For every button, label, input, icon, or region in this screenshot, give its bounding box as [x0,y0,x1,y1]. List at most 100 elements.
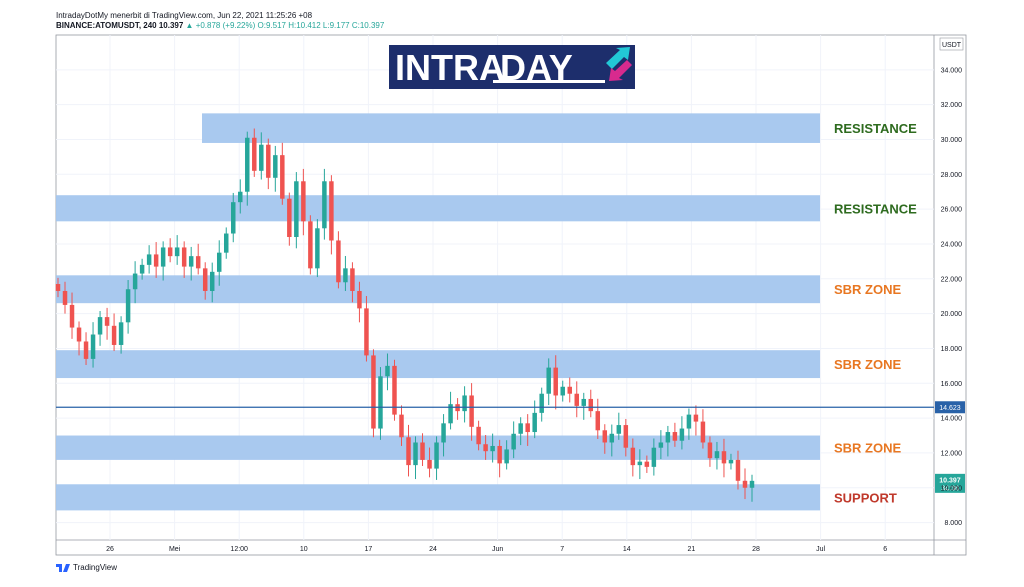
zone-labels: RESISTANCE RESISTANCE SBR ZONE SBR ZONE SBR … [834,121,917,505]
candle-body [132,273,138,290]
candle-body [357,290,362,309]
candle-body [602,430,608,443]
candle-body [139,264,145,274]
candle-body [329,181,334,241]
time-tick-label: 12:00 [230,546,248,553]
candles [55,128,755,502]
time-tick-label: 14 [623,546,631,553]
candle-body [700,421,706,443]
time-tick-label: Jun [492,546,503,553]
countdown-label: 34:38 [941,485,959,492]
zone-label: RESISTANCE [834,121,917,136]
zone-label: RESISTANCE [834,201,917,216]
time-tick-label: 24 [429,546,437,553]
candle-body [546,367,551,394]
candle-body [104,317,110,326]
candle-body [742,480,748,488]
price-tick-label: 12.000 [941,450,963,457]
candle-body [231,202,236,234]
candle-body [518,423,523,434]
time-tick-label: Mei [169,546,181,553]
candle-body [83,341,89,359]
candle-body [665,432,671,443]
candle-body [216,252,222,272]
candle-body [69,304,75,328]
candle-body [511,433,516,450]
candle-body [427,459,432,469]
time-tick-label: 7 [560,546,564,553]
zone-label: SBR ZONE [834,282,902,297]
candle-body [490,445,495,452]
candle-body [434,442,439,469]
candle-body [336,240,341,283]
candle-body [153,254,159,267]
candle-body [497,445,502,464]
last-price: 10.397 [158,21,184,30]
zone-label: SBR ZONE [834,357,902,372]
candle-body [174,247,180,257]
candle-body [504,449,509,464]
candle-body [532,412,537,433]
symbol: BINANCE:ATOMUSDT, 240 [56,21,157,30]
last-price-label: 10.397 [939,477,961,484]
candle-body [111,325,117,345]
zone-band [56,275,820,304]
candle-body [259,144,264,171]
candle-body [392,365,397,415]
candle-body [371,355,376,429]
candle-body [238,191,243,203]
candle-body [202,268,208,291]
time-tick-label: 26 [106,546,114,553]
candle-body [62,290,68,305]
candle-body [651,447,657,467]
candle-body [672,432,678,441]
logo-up-arrow-icon [606,47,630,69]
time-tick-label: 21 [688,546,696,553]
price-change: ▲ +0.878 (+9.22%) [185,21,256,30]
time-tick-label: 17 [365,546,373,553]
logo-down-arrow-icon [609,60,632,81]
candle-body [574,393,579,406]
candle-body [160,247,166,267]
price-tick-label: 14.000 [941,416,963,423]
candle-body [441,423,446,443]
candle-body [350,268,355,291]
candle-body [188,256,194,267]
price-tick-label: 26.000 [941,207,963,214]
candle-body [539,393,544,413]
candle-body [483,444,488,452]
price-tick-label: 34.000 [941,67,963,74]
candle-body [721,451,727,464]
candle-body [623,425,629,448]
candle-body [469,395,474,427]
symbol-line: BINANCE:ATOMUSDT, 240 10.397 ▲ +0.878 (+… [56,21,384,30]
candle-body [90,334,96,359]
candle-body [609,433,615,443]
candle-body [707,442,713,459]
publisher-line: IntradayDotMy menerbit di TradingView.co… [56,11,313,20]
price-tick-label: 28.000 [941,172,963,179]
candle-body [462,395,467,412]
candle-body [588,398,594,412]
candle-body [322,181,327,229]
zone-label: SBR ZONE [834,441,902,456]
candle-body [749,480,755,488]
candle-body [420,442,425,460]
candle-body [343,268,348,283]
candle-body [315,228,320,269]
candle-body [686,414,692,429]
candle-body [294,181,299,237]
candle-body [287,198,292,237]
tradingview-footer: TradingView [56,563,117,572]
candle-body [644,461,650,467]
price-tick-label: 10.000 [941,485,963,492]
logo-text-a: INTRA [395,47,505,88]
last-price-badge [935,473,965,493]
candle-body [97,317,103,335]
candle-body [728,459,734,464]
candle-body [630,447,636,466]
zone-band [56,350,820,379]
zone-band [56,195,820,222]
